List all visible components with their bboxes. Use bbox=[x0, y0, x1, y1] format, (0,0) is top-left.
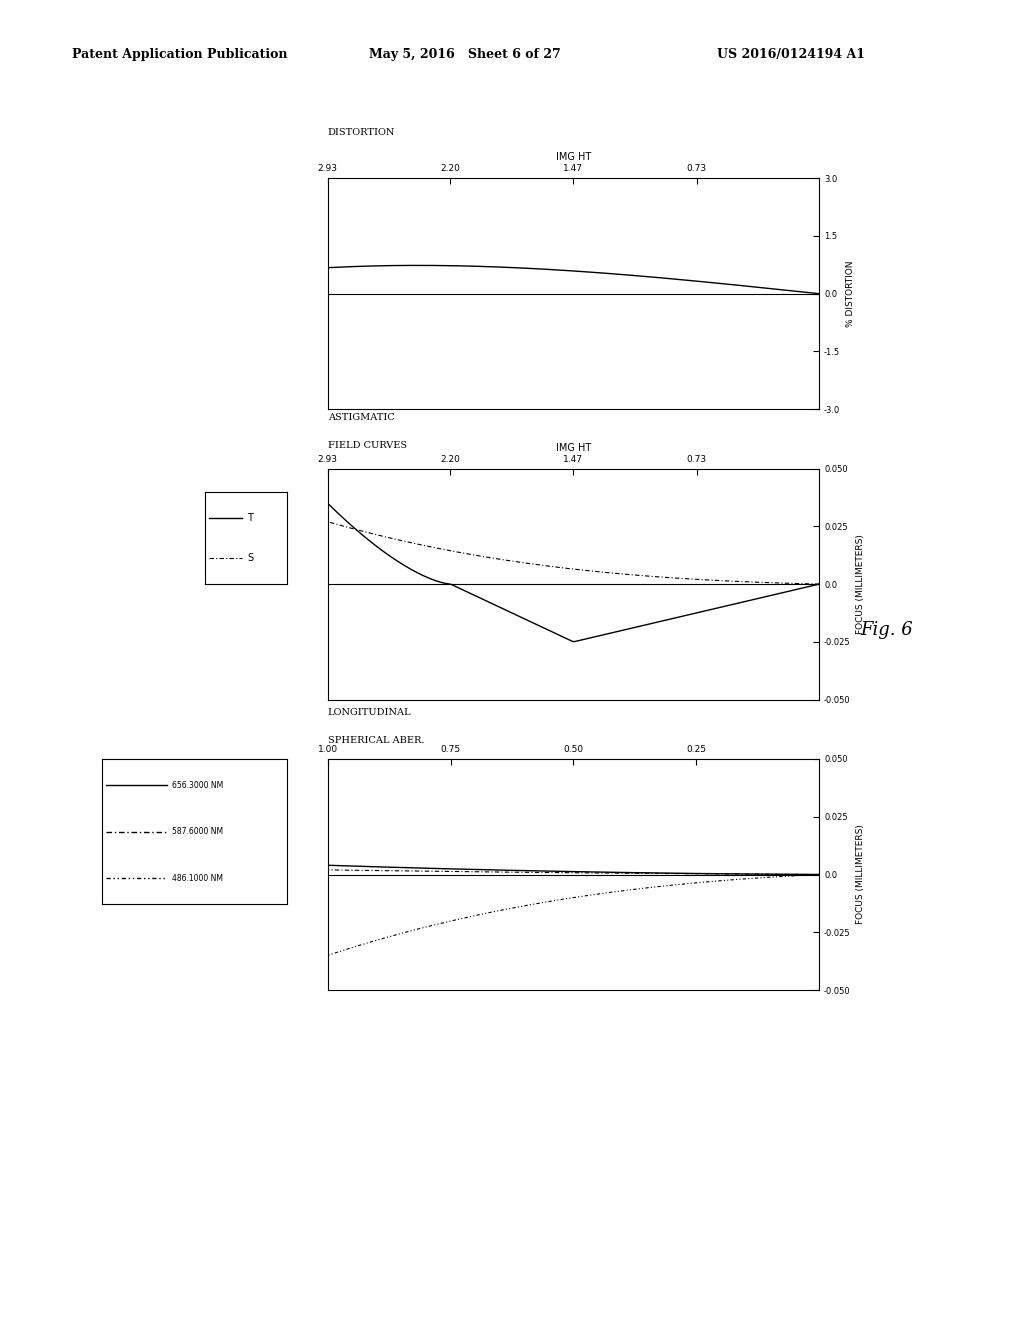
Text: S: S bbox=[248, 553, 254, 564]
Text: ASTIGMATIC: ASTIGMATIC bbox=[328, 413, 394, 422]
X-axis label: IMG HT: IMG HT bbox=[556, 442, 591, 453]
Y-axis label: % DISTORTION: % DISTORTION bbox=[846, 260, 855, 327]
Text: US 2016/0124194 A1: US 2016/0124194 A1 bbox=[717, 48, 865, 61]
Text: FIELD CURVES: FIELD CURVES bbox=[328, 441, 407, 450]
Text: T: T bbox=[248, 512, 253, 523]
Text: 486.1000 NM: 486.1000 NM bbox=[172, 874, 223, 883]
X-axis label: IMG HT: IMG HT bbox=[556, 152, 591, 162]
Text: LONGITUDINAL: LONGITUDINAL bbox=[328, 709, 412, 718]
Y-axis label: FOCUS (MILLIMETERS): FOCUS (MILLIMETERS) bbox=[856, 535, 865, 634]
Text: Fig. 6: Fig. 6 bbox=[860, 622, 913, 639]
Y-axis label: FOCUS (MILLIMETERS): FOCUS (MILLIMETERS) bbox=[856, 825, 865, 924]
Text: Patent Application Publication: Patent Application Publication bbox=[72, 48, 287, 61]
Text: May 5, 2016   Sheet 6 of 27: May 5, 2016 Sheet 6 of 27 bbox=[369, 48, 560, 61]
Text: 656.3000 NM: 656.3000 NM bbox=[172, 780, 223, 789]
Text: SPHERICAL ABER.: SPHERICAL ABER. bbox=[328, 737, 424, 744]
Text: DISTORTION: DISTORTION bbox=[328, 128, 395, 137]
Text: 587.6000 NM: 587.6000 NM bbox=[172, 828, 223, 836]
